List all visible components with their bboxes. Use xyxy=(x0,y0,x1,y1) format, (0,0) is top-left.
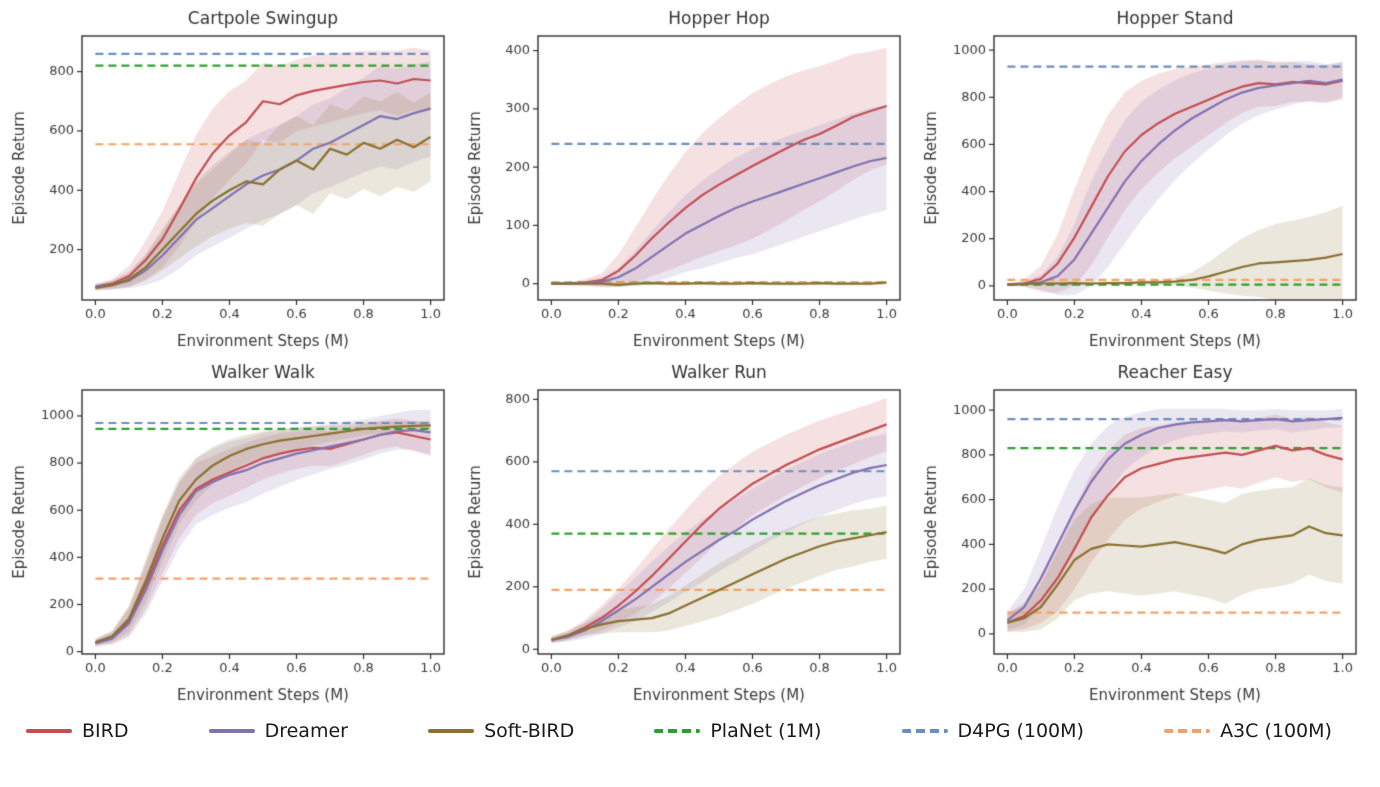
legend-label: BIRD xyxy=(82,720,129,742)
legend-label: Dreamer xyxy=(264,720,348,742)
legend-item-a3c-100m: A3C (100M) xyxy=(1164,720,1332,742)
legend-item-dreamer: Dreamer xyxy=(208,720,348,742)
chart-reacher-easy xyxy=(920,356,1372,710)
legend-item-soft-bird: Soft-BIRD xyxy=(428,720,574,742)
chart-hopper-hop xyxy=(464,2,916,356)
legend-label: Soft-BIRD xyxy=(484,720,575,742)
chart-walker-walk xyxy=(8,356,460,710)
chart-cartpole-swingup xyxy=(8,2,460,356)
charts-grid xyxy=(8,2,1372,710)
chart-walker-run xyxy=(464,356,916,710)
legend-swatch-bird-solid-line xyxy=(26,729,72,733)
legend-item-d4pg-100m: D4PG (100M) xyxy=(901,720,1084,742)
chart-canvas-reacher-easy xyxy=(920,356,1372,710)
figure-legend: BIRD Dreamer Soft-BIRD PlaNet (1M) D4PG (100… xyxy=(0,710,1380,742)
legend-swatch-soft-bird-solid-line xyxy=(428,729,475,733)
chart-canvas-hopper-hop xyxy=(464,2,916,356)
legend-label: A3C (100M) xyxy=(1220,720,1332,742)
legend-item-bird: BIRD xyxy=(26,720,128,742)
chart-canvas-walker-walk xyxy=(8,356,460,710)
chart-canvas-hopper-stand xyxy=(920,2,1372,356)
legend-label: PlaNet (1M) xyxy=(710,720,822,742)
legend-swatch-d4pg-100m-dashed-line xyxy=(901,729,948,733)
legend-swatch-a3c-100m-dashed-line xyxy=(1164,729,1211,733)
legend-label: D4PG (100M) xyxy=(957,720,1084,742)
legend-item-planet-1m: PlaNet (1M) xyxy=(654,720,821,742)
legend-swatch-planet-1m-dashed-line xyxy=(654,729,701,733)
chart-hopper-stand xyxy=(920,2,1372,356)
chart-canvas-cartpole-swingup xyxy=(8,2,460,356)
legend-swatch-dreamer-solid-line xyxy=(208,729,255,733)
chart-canvas-walker-run xyxy=(464,356,916,710)
